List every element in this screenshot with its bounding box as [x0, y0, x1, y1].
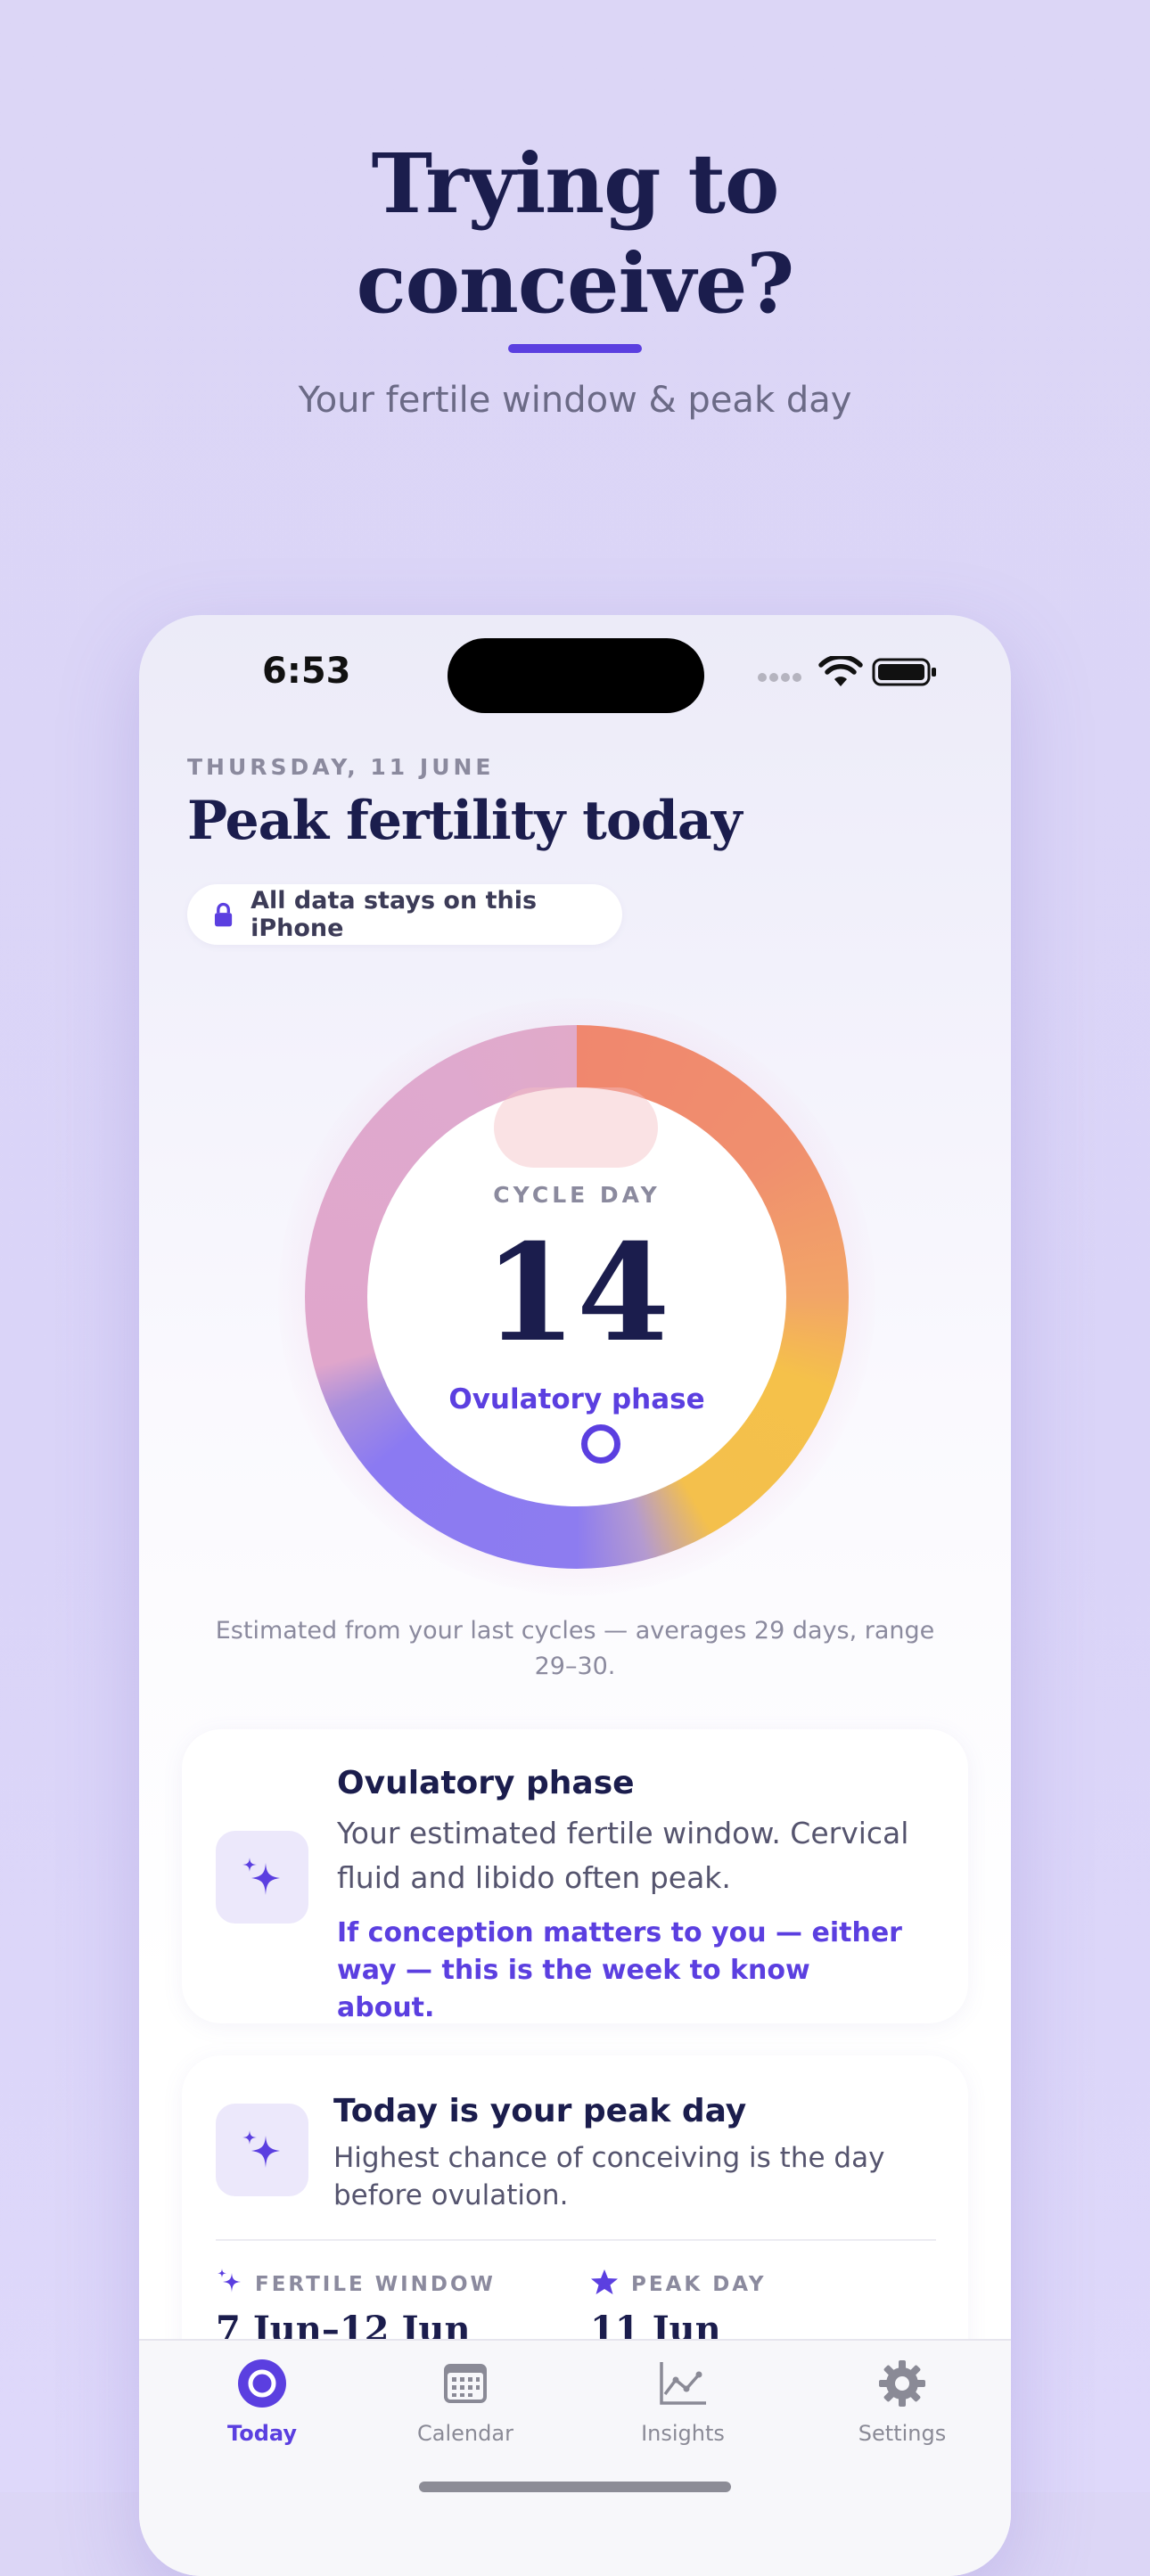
- estimate-note: Estimated from your last cycles — averag…: [215, 1617, 935, 1680]
- home-indicator[interactable]: [419, 2482, 731, 2492]
- tab-insights-label: Insights: [641, 2421, 725, 2446]
- chart-line-icon: [660, 2362, 706, 2405]
- tab-bar: Today Calendar Insights: [139, 2339, 1011, 2576]
- card-divider: [216, 2239, 936, 2241]
- hero-title-line2: conceive?: [356, 235, 795, 332]
- hero-title-line1: Trying to: [371, 135, 780, 232]
- privacy-badge-text: All data stays on this iPhone: [251, 887, 538, 942]
- wifi-icon: [818, 656, 863, 686]
- status-time: 6:53: [262, 651, 351, 692]
- dynamic-island: [448, 638, 704, 713]
- screen-title: Peak fertility today: [187, 790, 743, 852]
- sparkles-icon: [218, 2268, 241, 2293]
- phase-card-icon-tile: [216, 1831, 308, 1924]
- current-day-marker: [581, 1424, 620, 1464]
- today-ring-icon: [238, 2359, 286, 2408]
- peak-day-label: PEAK DAY: [631, 2273, 767, 2296]
- hero-underline: [508, 344, 642, 353]
- ring-highlight: [494, 1087, 658, 1168]
- calendar-icon: [444, 2364, 487, 2403]
- cycle-ring[interactable]: CYCLE DAY 14 Ovulatory phase: [278, 998, 875, 1596]
- cycle-phase-label: Ovulatory phase: [448, 1383, 705, 1415]
- tab-insights[interactable]: Insights: [594, 2341, 772, 2474]
- cycle-day-label: CYCLE DAY: [493, 1182, 661, 1208]
- tab-calendar-label: Calendar: [417, 2421, 513, 2446]
- fertile-window-label: FERTILE WINDOW: [255, 2273, 496, 2296]
- tab-today-label: Today: [227, 2421, 297, 2446]
- privacy-badge: All data stays on this iPhone: [187, 884, 622, 945]
- sparkles-icon: [242, 2130, 280, 2168]
- battery-icon: [872, 658, 936, 686]
- sparkles-icon: [242, 1858, 280, 1895]
- tab-settings-label: Settings: [858, 2421, 947, 2446]
- phase-card[interactable]: Ovulatory phase Your estimated fertile w…: [182, 1729, 968, 2023]
- tab-calendar[interactable]: Calendar: [376, 2341, 554, 2474]
- lock-icon: [214, 902, 233, 927]
- peak-card-body: Highest chance of conceiving is the day …: [333, 2142, 885, 2211]
- tab-settings[interactable]: Settings: [813, 2341, 991, 2474]
- phase-card-title: Ovulatory phase: [337, 1765, 635, 1801]
- phone-screen: 6:53 THURSDAY, 11 JUNE Peak fertility to…: [139, 615, 1011, 2576]
- tab-today[interactable]: Today: [173, 2341, 351, 2474]
- cellular-signal-icon: [758, 669, 806, 682]
- cycle-day-number: 14: [483, 1215, 670, 1372]
- hero-title: Trying to conceive?: [0, 134, 1150, 333]
- date-label: THURSDAY, 11 JUNE: [187, 754, 495, 780]
- peak-card-title: Today is your peak day: [333, 2093, 747, 2129]
- gear-icon: [879, 2360, 925, 2407]
- phase-card-body: Your estimated fertile window. Cervical …: [337, 1816, 909, 1895]
- star-icon: [591, 2269, 618, 2294]
- ring-center: [367, 1087, 786, 1506]
- peak-card-icon-tile: [216, 2104, 308, 2196]
- phase-card-note: If conception matters to you — either wa…: [337, 1917, 902, 2023]
- hero-subtitle: Your fertile window & peak day: [298, 380, 852, 421]
